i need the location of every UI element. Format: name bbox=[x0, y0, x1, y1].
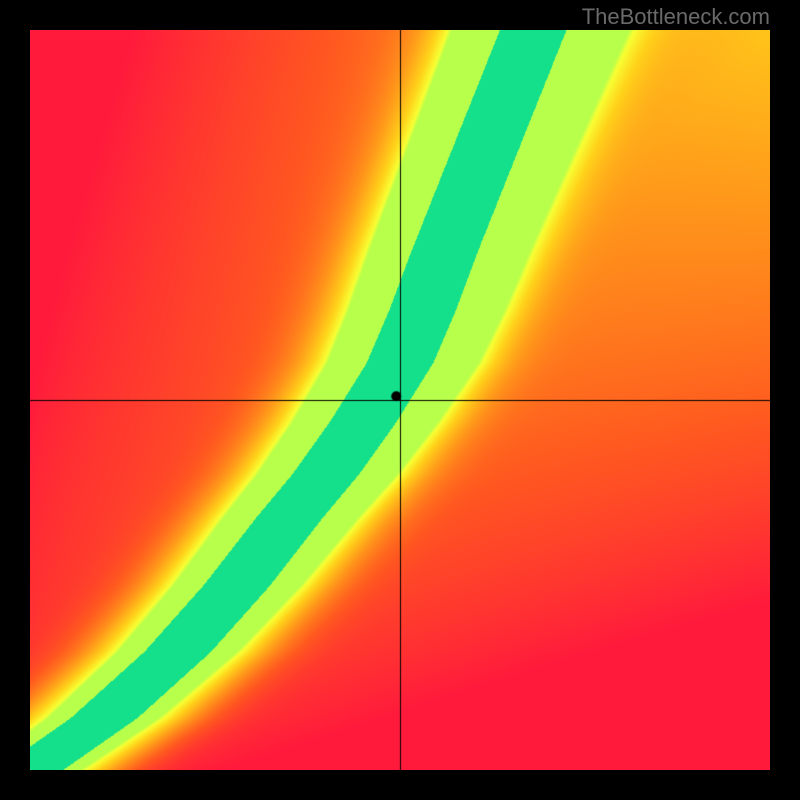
heatmap-plot bbox=[30, 30, 770, 770]
heatmap-canvas bbox=[30, 30, 770, 770]
chart-frame: TheBottleneck.com bbox=[0, 0, 800, 800]
watermark-text: TheBottleneck.com bbox=[582, 4, 770, 30]
